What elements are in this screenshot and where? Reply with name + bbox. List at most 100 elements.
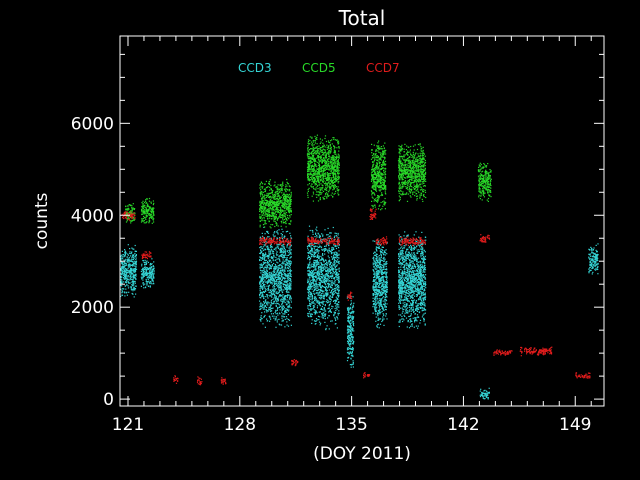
data-point [281,286,283,288]
data-point [331,281,333,283]
data-point [374,290,376,292]
data-point [281,254,283,256]
data-point [423,319,425,321]
data-point [317,232,319,234]
data-point [416,308,419,310]
data-point [321,313,323,315]
data-point [274,274,276,276]
data-point [289,289,291,291]
data-point [312,271,314,273]
data-point [284,272,286,275]
data-point [259,237,261,239]
data-point [407,277,409,280]
data-point [140,276,142,278]
data-point [318,303,320,305]
data-point [277,299,280,301]
data-point [408,282,410,285]
data-point [281,248,283,250]
data-point [379,305,381,308]
data-point [350,341,352,343]
data-point [352,360,354,362]
data-point [135,263,137,265]
data-point [280,288,283,290]
data-point [405,252,407,254]
data-point [350,340,352,342]
data-point [134,271,136,273]
data-point [324,268,326,270]
data-point [259,264,261,266]
data-point [400,282,402,284]
data-point [315,267,317,269]
data-point [264,286,266,288]
data-point [286,246,288,248]
data-point [420,254,422,256]
data-point [290,316,292,318]
data-point [410,289,413,291]
data-point [278,306,280,308]
data-point [134,250,137,252]
data-point [384,264,386,266]
data-point [127,269,129,271]
data-point [421,306,423,309]
data-point [335,253,338,255]
data-point [384,308,386,310]
data-point [424,277,426,279]
data-point [329,275,331,278]
data-point [382,307,384,309]
data-point [280,251,282,253]
data-point [273,293,275,295]
data-point [123,272,125,275]
data-point [126,294,128,296]
data-point [328,252,330,254]
data-point [385,273,387,275]
data-point [378,310,380,312]
data-point [319,236,321,238]
data-point [405,251,407,253]
data-point [283,289,285,291]
data-point [419,267,421,270]
data-point [143,261,145,263]
data-point [407,321,409,323]
data-point [311,295,313,297]
data-point [143,275,145,277]
data-point [268,286,270,288]
data-point [145,280,147,282]
data-point [124,253,126,255]
data-point [382,268,385,270]
data-point [275,249,277,251]
data-point [153,271,155,273]
data-point [413,267,415,269]
data-point [325,245,327,247]
data-point [347,306,349,309]
data-point [352,354,354,357]
data-point [277,302,279,305]
data-point [313,292,315,294]
data-point [322,292,324,294]
data-point [401,296,403,298]
data-point [282,274,284,276]
data-point [329,296,331,298]
data-point [410,286,412,289]
data-point [348,330,350,332]
data-point [151,273,153,275]
data-point [319,275,321,277]
data-point [308,225,311,227]
data-point [381,272,383,274]
data-point [264,258,266,260]
data-point [276,321,278,323]
data-point [266,277,268,279]
data-point [385,285,387,287]
data-point [384,252,387,254]
data-point [308,274,310,277]
data-point [310,282,312,284]
data-point [408,253,410,255]
data-point [347,314,349,316]
data-point [326,270,328,272]
data-point [149,286,151,288]
data-point [338,280,340,282]
data-point [332,283,334,285]
data-point [282,308,284,310]
data-point [410,302,412,304]
data-point [424,251,426,253]
data-point [380,286,382,288]
